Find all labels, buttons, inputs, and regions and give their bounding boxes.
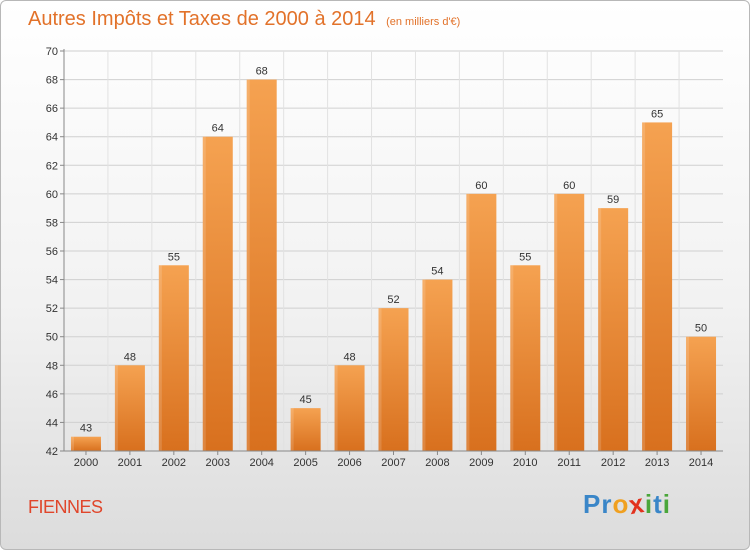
data-label-2003: 64 [212, 123, 224, 135]
logo-letter: o [612, 489, 630, 519]
y-tick-label: 52 [46, 303, 58, 315]
bar-highlight [598, 208, 602, 451]
x-tick-label: 2009 [469, 457, 493, 469]
logo-letter: i [662, 489, 671, 519]
axes [60, 49, 723, 455]
data-label-2013: 65 [651, 108, 663, 120]
logo-letter: P [583, 489, 602, 519]
data-label-2010: 55 [519, 251, 531, 263]
proxiti-logo: Proxiti [583, 488, 671, 520]
x-tick-label: 2006 [337, 457, 361, 469]
data-label-2001: 48 [124, 351, 136, 363]
bar-2009 [466, 193, 497, 451]
bar-2012 [598, 208, 629, 451]
x-tick-label: 2011 [557, 457, 581, 469]
data-label-2008: 54 [431, 266, 443, 278]
data-label-2012: 59 [607, 194, 619, 206]
commune-name: FIENNES [28, 497, 103, 517]
bar-2014 [686, 336, 717, 451]
y-tick-label: 68 [46, 75, 58, 87]
bar-highlight [246, 79, 250, 452]
x-tick-label: 2001 [118, 457, 142, 469]
x-tick-label: 2008 [425, 457, 449, 469]
x-tick-label: 2007 [381, 457, 405, 469]
bar-highlight [686, 336, 690, 451]
x-tick-label: 2002 [162, 457, 186, 469]
bar-highlight [114, 365, 118, 451]
bar-highlight [422, 279, 426, 451]
y-tick-label: 42 [46, 446, 58, 458]
y-tick-label: 46 [46, 389, 58, 401]
data-label-2011: 60 [563, 180, 575, 192]
bar-2007 [378, 308, 409, 451]
bar-2010 [510, 265, 541, 451]
x-tick-label: 2003 [206, 457, 230, 469]
chart-title-block: Autres Impôts et Taxes de 2000 à 2014 (e… [28, 8, 460, 31]
bar-2013 [642, 122, 673, 451]
logo-letter: t [653, 489, 663, 519]
y-tick-label: 54 [46, 275, 58, 287]
data-label-2004: 68 [256, 66, 268, 78]
y-tick-label: 62 [46, 160, 58, 172]
bar-2008 [422, 279, 453, 451]
data-label-2005: 45 [300, 394, 312, 406]
bar-2000 [70, 436, 101, 451]
bar-highlight [554, 193, 558, 451]
bar-highlight [466, 193, 470, 451]
data-label-2009: 60 [475, 180, 487, 192]
bar-2011 [554, 193, 585, 451]
y-tick-label: 64 [46, 132, 58, 144]
bar-highlight [70, 436, 74, 451]
bar-highlight [158, 265, 162, 451]
bar-2005 [290, 408, 321, 451]
bar-highlight [290, 408, 294, 451]
bar-highlight [378, 308, 382, 451]
logo-letter: i [644, 489, 654, 519]
bar-2003 [202, 136, 233, 451]
bar-highlight [510, 265, 514, 451]
y-tick-label: 66 [46, 103, 58, 115]
data-label-2006: 48 [343, 351, 355, 363]
labels: 42 44 46 48 50 52 54 56 58 60 62 64 66 68 70 43 2000 48 20… [46, 46, 714, 469]
data-label-2007: 52 [387, 294, 399, 306]
y-tick-label: 56 [46, 246, 58, 258]
bars [70, 79, 717, 452]
y-tick-label: 60 [46, 189, 58, 201]
bar-highlight [642, 122, 646, 451]
x-tick-label: 2014 [689, 457, 713, 469]
data-label-2014: 50 [695, 323, 707, 335]
logo-letter: r [601, 489, 613, 519]
data-label-2002: 55 [168, 251, 180, 263]
bar-2002 [158, 265, 189, 451]
y-tick-label: 50 [46, 332, 58, 344]
chart-subtitle: (en milliers d'€) [386, 16, 461, 28]
x-tick-label: 2012 [601, 457, 625, 469]
bar-highlight [334, 365, 338, 451]
y-tick-label: 58 [46, 217, 58, 229]
x-tick-label: 2004 [249, 457, 273, 469]
bar-2001 [114, 365, 145, 451]
x-tick-label: 2010 [513, 457, 537, 469]
y-tick-label: 70 [46, 46, 58, 58]
y-tick-label: 48 [46, 360, 58, 372]
y-tick-label: 44 [46, 417, 58, 429]
chart-title: Autres Impôts et Taxes de 2000 à 2014 [28, 8, 376, 30]
x-tick-label: 2005 [293, 457, 317, 469]
data-label-2000: 43 [80, 423, 92, 435]
bar-2004 [246, 79, 277, 452]
bar-highlight [202, 136, 206, 451]
bar-2006 [334, 365, 365, 451]
x-tick-label: 2013 [645, 457, 669, 469]
x-tick-label: 2000 [74, 457, 98, 469]
